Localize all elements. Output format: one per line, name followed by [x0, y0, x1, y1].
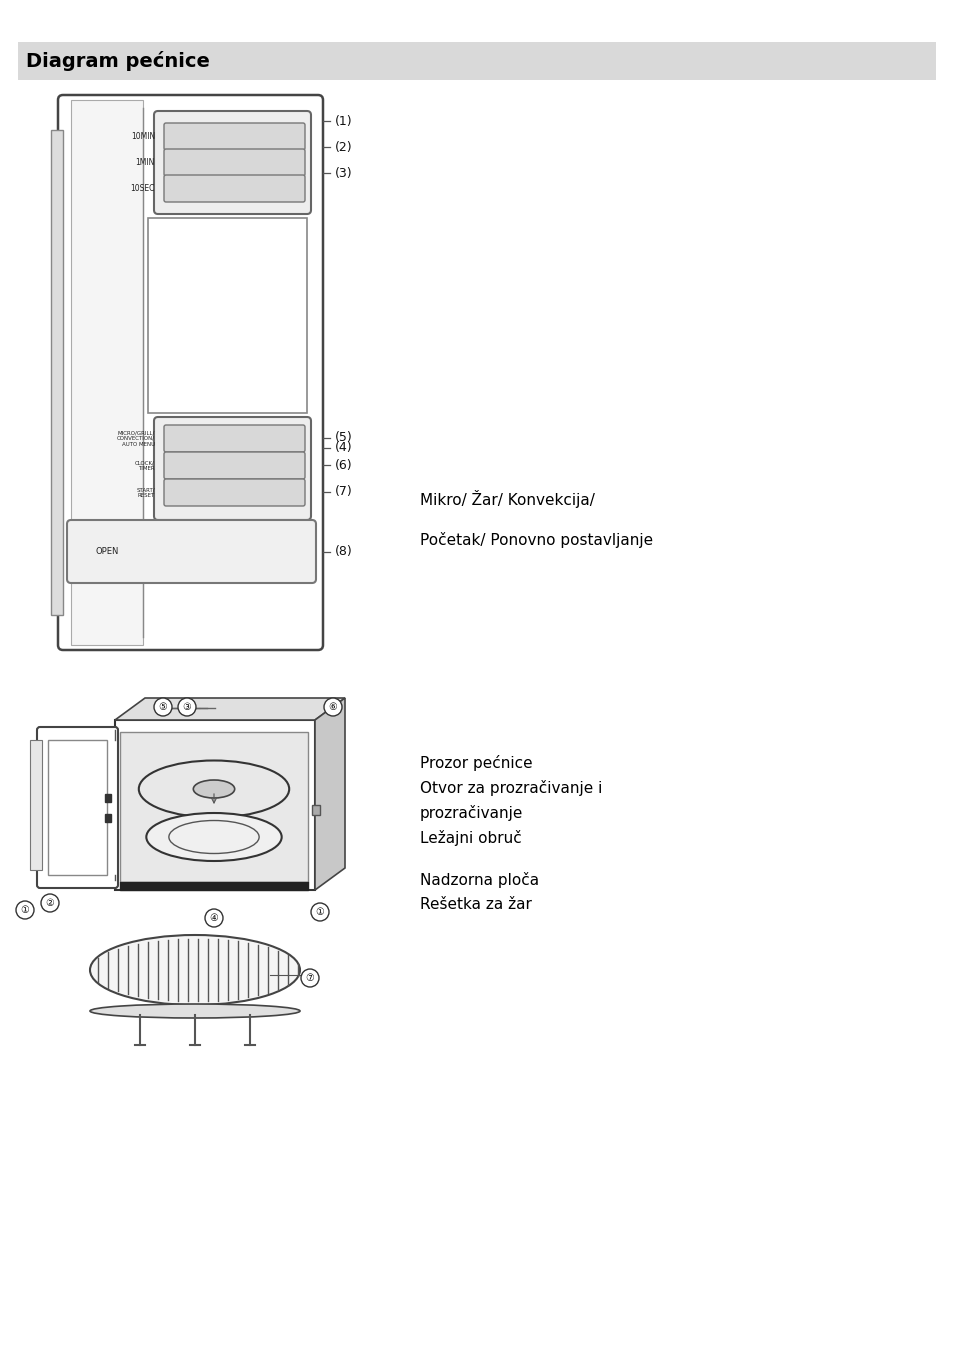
Text: ④: ④: [210, 913, 218, 923]
Text: Diagram pećnice: Diagram pećnice: [26, 51, 210, 70]
Text: (6): (6): [335, 459, 353, 471]
Ellipse shape: [90, 936, 299, 1005]
Circle shape: [41, 894, 59, 913]
Text: START/
RESET: START/ RESET: [136, 487, 154, 498]
Text: ⑦: ⑦: [305, 974, 314, 983]
FancyBboxPatch shape: [164, 425, 305, 452]
FancyBboxPatch shape: [37, 727, 118, 888]
Text: (5): (5): [335, 432, 353, 444]
Text: 10MIN: 10MIN: [131, 131, 154, 141]
Bar: [48, 741, 107, 875]
Text: CLOCK/
TIMER: CLOCK/ TIMER: [135, 460, 154, 471]
Text: Otvor za prozračivanje i: Otvor za prozračivanje i: [419, 780, 601, 796]
FancyBboxPatch shape: [153, 111, 311, 214]
Text: MICRO/GRILL/
CONVECTION/
AUTO MENU: MICRO/GRILL/ CONVECTION/ AUTO MENU: [117, 431, 154, 447]
Bar: [105, 793, 111, 802]
Text: 10SEC: 10SEC: [131, 184, 154, 194]
Ellipse shape: [193, 780, 234, 798]
FancyBboxPatch shape: [164, 175, 305, 202]
Text: ⑤: ⑤: [158, 701, 167, 712]
Text: (2): (2): [335, 141, 353, 153]
FancyBboxPatch shape: [164, 452, 305, 479]
FancyBboxPatch shape: [153, 417, 311, 520]
Circle shape: [205, 909, 223, 927]
Bar: [30, 741, 42, 871]
Text: ②: ②: [46, 898, 54, 909]
Text: ③: ③: [182, 701, 192, 712]
Text: prozračivanje: prozračivanje: [419, 806, 523, 821]
Text: Prozor pećnice: Prozor pećnice: [419, 756, 532, 770]
Text: ⑥: ⑥: [328, 701, 337, 712]
Bar: [18, 42, 935, 80]
Polygon shape: [314, 699, 345, 890]
Text: (1): (1): [335, 115, 353, 127]
Text: (4): (4): [335, 441, 353, 455]
FancyBboxPatch shape: [164, 479, 305, 506]
Text: Nadzorna ploča: Nadzorna ploča: [419, 872, 538, 888]
FancyBboxPatch shape: [164, 149, 305, 176]
Circle shape: [324, 699, 341, 716]
FancyBboxPatch shape: [67, 520, 315, 584]
Bar: [148, 218, 307, 413]
Ellipse shape: [146, 812, 281, 861]
FancyBboxPatch shape: [58, 95, 323, 650]
Text: ①: ①: [315, 907, 324, 917]
Circle shape: [301, 969, 318, 987]
Text: ①: ①: [21, 904, 30, 915]
Bar: [71, 100, 143, 645]
Circle shape: [178, 699, 195, 716]
FancyBboxPatch shape: [164, 123, 305, 150]
FancyBboxPatch shape: [115, 720, 314, 890]
Circle shape: [153, 699, 172, 716]
Text: Ležajni obruč: Ležajni obruč: [419, 830, 521, 846]
Text: (8): (8): [335, 546, 353, 558]
Text: Mikro/ Žar/ Konvekcija/: Mikro/ Žar/ Konvekcija/: [419, 490, 595, 508]
Text: (7): (7): [335, 486, 353, 498]
Text: (3): (3): [335, 167, 353, 180]
Text: 1MIN: 1MIN: [135, 158, 154, 167]
Bar: [120, 733, 308, 881]
Bar: [312, 806, 319, 815]
Polygon shape: [115, 699, 345, 720]
Ellipse shape: [90, 1005, 299, 1018]
Circle shape: [311, 903, 329, 921]
Bar: [51, 130, 63, 615]
Text: OPEN: OPEN: [95, 547, 118, 556]
Text: Početak/ Ponovno postavljanje: Početak/ Ponovno postavljanje: [419, 532, 653, 548]
Text: Rešetka za žar: Rešetka za žar: [419, 896, 532, 913]
Bar: [105, 814, 111, 822]
Circle shape: [16, 900, 34, 919]
